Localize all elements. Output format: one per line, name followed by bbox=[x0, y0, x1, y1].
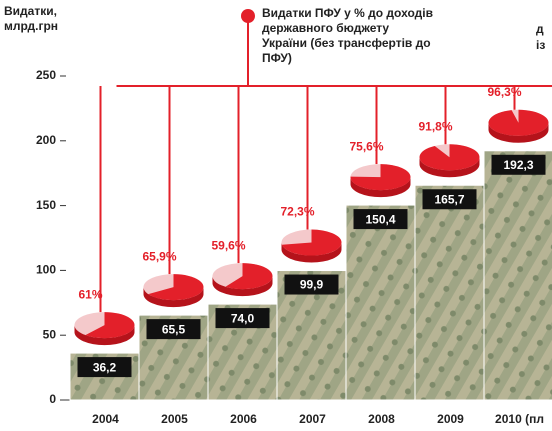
bar bbox=[345, 204, 416, 401]
value-label: 36,2 bbox=[93, 360, 117, 374]
pie-slice bbox=[488, 109, 549, 136]
value-box bbox=[77, 357, 132, 378]
value-box bbox=[284, 274, 339, 295]
value-box bbox=[146, 319, 201, 340]
value-box bbox=[353, 209, 408, 230]
y-tick-label: 150 bbox=[36, 198, 56, 212]
y-tick-label: 100 bbox=[36, 263, 56, 277]
percent-label: 91,8% bbox=[418, 119, 452, 133]
pie-slice bbox=[85, 312, 135, 339]
x-tick-label: 2008 bbox=[368, 412, 395, 426]
percent-label: 65,9% bbox=[142, 249, 176, 263]
percent-label: 96,3% bbox=[487, 85, 521, 99]
value-label: 65,5 bbox=[162, 322, 186, 336]
value-box bbox=[215, 308, 270, 329]
y-tick-label: 200 bbox=[36, 133, 56, 147]
pie-slice bbox=[281, 229, 342, 256]
x-tick-label: 2006 bbox=[230, 412, 257, 426]
bar bbox=[414, 184, 485, 401]
cropped-text: д bbox=[536, 22, 544, 36]
value-box bbox=[491, 154, 546, 175]
percent-label: 75,6% bbox=[349, 139, 383, 153]
percent-label: 59,6% bbox=[211, 238, 245, 252]
cropped-text: із bbox=[536, 38, 546, 52]
value-label: 150,4 bbox=[365, 212, 395, 226]
value-box bbox=[422, 189, 477, 210]
pie-slice bbox=[148, 274, 204, 301]
x-tick-label: 2004 bbox=[92, 412, 119, 426]
value-label: 74,0 bbox=[231, 311, 255, 325]
bar bbox=[483, 150, 552, 401]
x-tick-label: 2009 bbox=[437, 412, 464, 426]
y-tick-label: 50 bbox=[43, 327, 57, 341]
pie-slice bbox=[350, 164, 411, 191]
value-label: 192,3 bbox=[503, 158, 533, 172]
x-tick-label: 2005 bbox=[161, 412, 188, 426]
x-tick-label: 2010 (пл bbox=[495, 412, 544, 426]
y-tick-label: 250 bbox=[36, 68, 56, 82]
y-tick-label: 0 bbox=[49, 392, 56, 406]
y-axis-label: Видатки, млрд.грн bbox=[4, 4, 59, 33]
legend-marker bbox=[241, 9, 255, 23]
legend-text: Видатки ПФУ у % до доходів державного бю… bbox=[262, 6, 433, 65]
pie-slice bbox=[225, 263, 273, 290]
value-label: 165,7 bbox=[434, 192, 464, 206]
value-label: 99,9 bbox=[300, 278, 324, 292]
x-tick-label: 2007 bbox=[299, 412, 326, 426]
percent-label: 72,3% bbox=[280, 205, 314, 219]
pie-slice bbox=[419, 144, 480, 171]
percent-label: 61% bbox=[78, 287, 102, 301]
